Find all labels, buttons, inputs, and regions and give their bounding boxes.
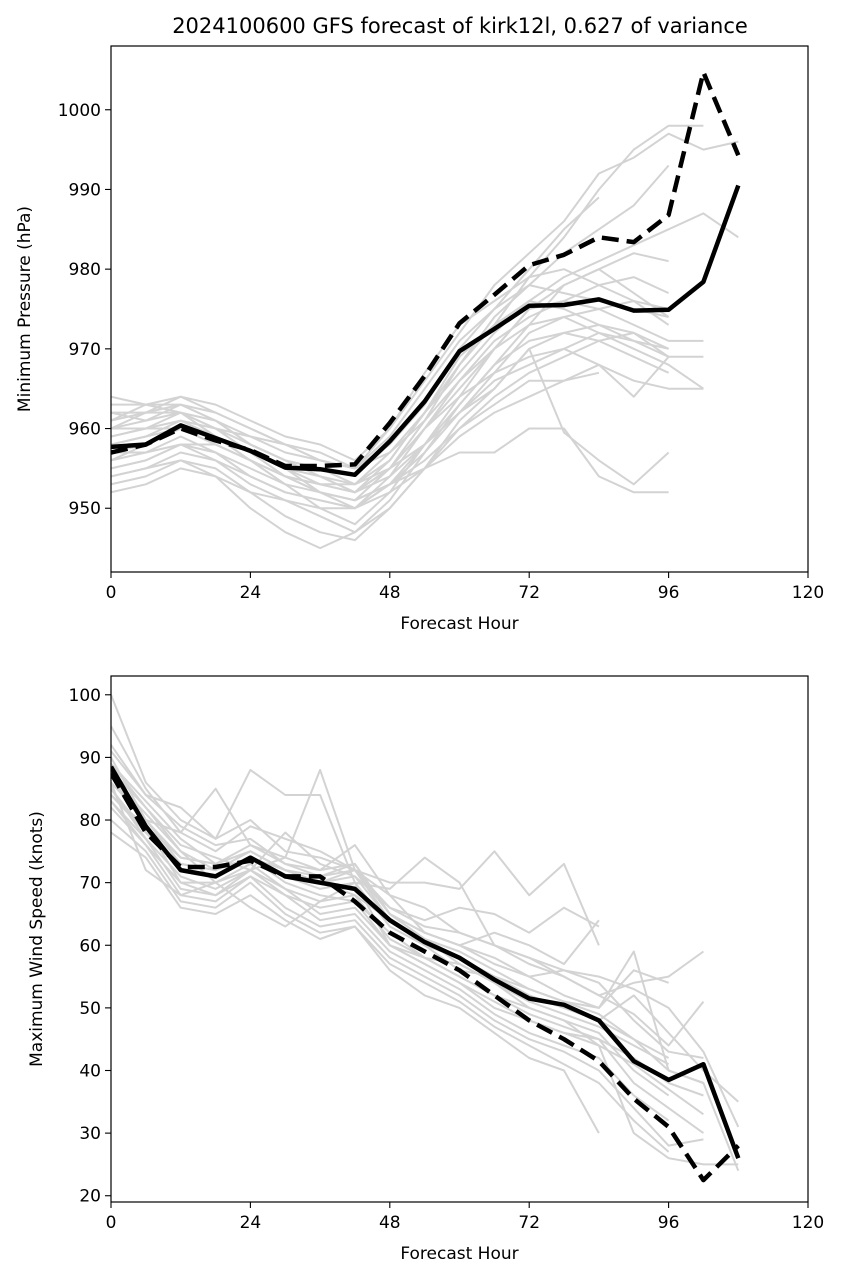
- wind-ytick-label: 30: [79, 1124, 101, 1144]
- wind-member-line-6: [111, 775, 600, 965]
- wind-member-line-12: [111, 819, 670, 1153]
- wind-member-line-10: [111, 800, 670, 1122]
- chart-title: 2024100600 GFS forecast of kirk12l, 0.62…: [172, 14, 748, 38]
- pressure-member-line-12: [111, 268, 670, 462]
- wind-ticks: 0 24 48 72 96 120 20 30 40 50 60 70 80 90 100: [69, 686, 825, 1233]
- pressure-xlabel: Forecast Hour: [400, 614, 518, 634]
- wind-member-line-19: [111, 788, 704, 1097]
- pressure-member-line-17: [111, 331, 669, 494]
- pressure-ytick-label: 970: [69, 340, 101, 360]
- wind-ylabel: Maximum Wind Speed (knots): [27, 811, 47, 1067]
- wind-panel: 0 24 48 72 96 120 20 30 40 50 60 70 80 90 100 Forecast…: [27, 675, 825, 1264]
- pressure-panel: 0 24 48 72 96 120 950 960 970 980 990 1000 Forecast…: [15, 45, 824, 634]
- wind-ytick-label: 50: [79, 999, 101, 1019]
- wind-ytick-label: 70: [79, 874, 101, 894]
- pressure-ticks: 0 24 48 72 96 120 950 960 970 980 990 1000: [58, 101, 824, 603]
- pressure-member-line-22: [111, 268, 670, 510]
- pressure-ytick-label: 1000: [58, 101, 101, 121]
- pressure-control-line: [111, 70, 741, 469]
- pressure-mean-line: [111, 184, 741, 478]
- wind-axes-frame: [110, 675, 809, 1203]
- pressure-xtick-label: 120: [792, 583, 824, 603]
- pressure-xtick-label: 72: [518, 583, 540, 603]
- wind-xtick-label: 48: [379, 1213, 401, 1233]
- wind-member-line-20: [111, 800, 704, 1116]
- pressure-xtick-label: 48: [379, 583, 401, 603]
- pressure-xtick-label: 96: [658, 583, 680, 603]
- pressure-ylabel: Minimum Pressure (hPa): [15, 206, 35, 412]
- pressure-member-line-18: [111, 371, 600, 502]
- pressure-member-line-10: [111, 331, 704, 550]
- wind-member-line-13: [111, 831, 600, 1134]
- wind-member-line-4: [111, 756, 600, 946]
- wind-xtick-label: 24: [240, 1213, 262, 1233]
- wind-xlabel: Forecast Hour: [400, 1244, 518, 1264]
- pressure-member-line-19: [111, 356, 670, 510]
- wind-member-line-11: [111, 806, 704, 1147]
- wind-ytick-label: 40: [79, 1062, 101, 1082]
- wind-ytick-label: 80: [79, 811, 101, 831]
- wind-member-line-3: [111, 744, 704, 1059]
- wind-member-line-17: [111, 794, 739, 1103]
- pressure-ytick-label: 990: [69, 180, 101, 200]
- wind-ytick-label: 90: [79, 748, 101, 768]
- wind-xtick-label: 96: [658, 1213, 680, 1233]
- pressure-member-line-21: [111, 347, 670, 486]
- wind-member-line-2: [111, 725, 705, 1047]
- wind-ytick-label: 60: [79, 936, 101, 956]
- wind-member-line-1: [111, 694, 704, 997]
- pressure-member-line-13: [111, 300, 670, 486]
- pressure-axes-frame: [110, 45, 809, 573]
- pressure-ytick-label: 950: [69, 499, 101, 519]
- pressure-member-line-11: [111, 284, 669, 470]
- wind-ytick-label: 20: [79, 1187, 101, 1207]
- wind-xtick-label: 0: [106, 1213, 117, 1233]
- wind-mean-line: [111, 765, 741, 1159]
- pressure-xtick-label: 0: [106, 583, 117, 603]
- wind-xtick-label: 120: [792, 1213, 824, 1233]
- pressure-member-line-23: [111, 300, 704, 470]
- pressure-ytick-label: 980: [69, 260, 101, 280]
- wind-control-line: [111, 771, 740, 1183]
- wind-xtick-label: 72: [518, 1213, 540, 1233]
- wind-series-group: [111, 694, 741, 1183]
- wind-ytick-label: 100: [69, 686, 101, 706]
- pressure-ytick-label: 960: [69, 420, 101, 440]
- pressure-xtick-label: 24: [240, 583, 262, 603]
- pressure-series-group: [111, 70, 741, 550]
